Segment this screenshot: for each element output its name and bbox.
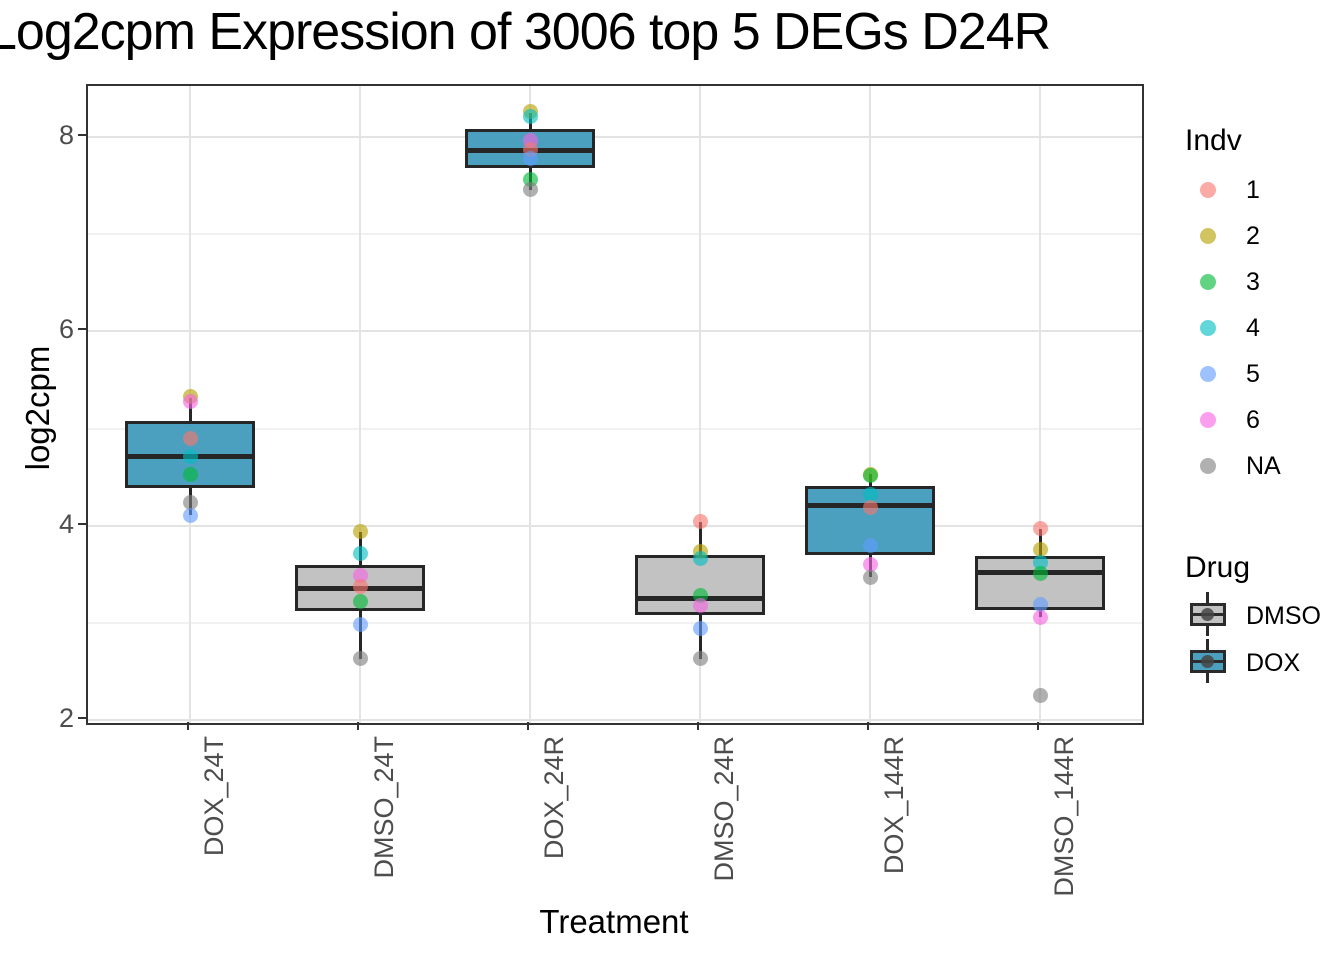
y-tick-label-4: 4 bbox=[58, 508, 74, 539]
x-tick-DOX_24T bbox=[187, 722, 189, 730]
legend-drug-label-DOX: DOX bbox=[1246, 649, 1301, 677]
jitter-point-DMSO_144R-indv2 bbox=[1032, 542, 1048, 558]
y-tick-4 bbox=[78, 522, 86, 525]
y-tick-label-6: 6 bbox=[58, 314, 74, 345]
jitter-point-DMSO_144R-indvNA bbox=[1032, 688, 1048, 704]
x-tick-DMSO_24R bbox=[697, 722, 699, 730]
jitter-point-DMSO_24R-indv1 bbox=[692, 514, 708, 530]
y-tick-6 bbox=[78, 328, 86, 331]
jitter-point-DOX_24T-indv4 bbox=[182, 449, 198, 465]
gridline-minor-y3 bbox=[88, 621, 1142, 624]
plot-title: Log2cpm Expression of 3006 top 5 DEGs D2… bbox=[0, 3, 1051, 61]
jitter-point-DMSO_144R-indv6 bbox=[1032, 609, 1048, 625]
gridline-minor-y7 bbox=[88, 233, 1142, 236]
legend-drug-title: Drug bbox=[1185, 551, 1251, 584]
jitter-point-DOX_24R-indv5 bbox=[522, 150, 538, 166]
legend-drug-key-DMSO bbox=[1188, 592, 1228, 636]
jitter-point-DMSO_24R-indv4 bbox=[692, 551, 708, 567]
jitter-point-DMSO_24T-indvNA bbox=[352, 651, 368, 667]
x-tick-DMSO_24T bbox=[357, 722, 359, 730]
legend-indv-label-3: 3 bbox=[1246, 268, 1260, 296]
legend-drug-key-DOX bbox=[1188, 639, 1228, 683]
legend-indv-label-1: 1 bbox=[1246, 176, 1260, 204]
jitter-point-DOX_24T-indvNA bbox=[182, 494, 198, 510]
legend-indv-swatch-5 bbox=[1200, 366, 1216, 382]
drug-key-dot bbox=[1201, 608, 1214, 621]
y-tick-8 bbox=[78, 134, 86, 137]
gridline-vert-DOX_144R bbox=[869, 86, 871, 723]
legend-indv-swatch-NA bbox=[1200, 458, 1216, 474]
x-tick-label-DMSO_24T: DMSO_24T bbox=[369, 736, 399, 879]
jitter-point-DMSO_144R-indv1 bbox=[1032, 521, 1048, 537]
legend-drug-label-DMSO: DMSO bbox=[1246, 602, 1321, 630]
legend-indv-label-NA: NA bbox=[1246, 452, 1281, 480]
gridline-major-y6 bbox=[88, 330, 1142, 333]
legend-indv-swatch-6 bbox=[1200, 412, 1216, 428]
jitter-point-DOX_144R-indv1 bbox=[862, 499, 878, 515]
y-tick-label-8: 8 bbox=[58, 120, 74, 151]
legend-indv-swatch-1 bbox=[1200, 182, 1216, 198]
x-axis-title: Treatment bbox=[539, 903, 689, 940]
jitter-point-DMSO_24T-indv6 bbox=[352, 567, 368, 583]
legend-indv-swatch-2 bbox=[1200, 228, 1216, 244]
x-tick-label-DMSO_144R: DMSO_144R bbox=[1049, 736, 1079, 897]
legend-indv-label-2: 2 bbox=[1246, 222, 1260, 250]
gridline-vert-DMSO_144R bbox=[1039, 86, 1041, 723]
x-tick-DOX_144R bbox=[867, 722, 869, 730]
legend-indv-label-6: 6 bbox=[1246, 406, 1260, 434]
y-axis-title: log2cpm bbox=[19, 345, 56, 471]
x-tick-DOX_24R bbox=[527, 722, 529, 730]
gridline-major-y8 bbox=[88, 136, 1142, 139]
jitter-point-DOX_24T-indv6 bbox=[182, 393, 198, 409]
jitter-point-DOX_144R-indv5 bbox=[862, 537, 878, 553]
y-tick-2 bbox=[78, 717, 86, 719]
jitter-point-DOX_24R-indvNA bbox=[522, 182, 538, 198]
jitter-point-DMSO_144R-indv3 bbox=[1032, 565, 1048, 581]
drug-key-dot bbox=[1201, 655, 1214, 668]
jitter-point-DMSO_24T-indv2 bbox=[352, 524, 368, 540]
gridline-minor-y5 bbox=[88, 427, 1142, 430]
legend-indv-swatch-4 bbox=[1200, 320, 1216, 336]
gridline-vert-DMSO_24T bbox=[359, 86, 361, 723]
gridline-major-y4 bbox=[88, 524, 1142, 527]
gridline-major-y2 bbox=[88, 719, 1142, 721]
jitter-point-DMSO_24T-indv4 bbox=[352, 546, 368, 562]
jitter-point-DMSO_24T-indv3 bbox=[352, 593, 368, 609]
x-tick-DMSO_144R bbox=[1037, 722, 1039, 730]
gridline-vert-DOX_24R bbox=[529, 86, 531, 723]
jitter-point-DMSO_24R-indvNA bbox=[692, 651, 708, 667]
gridline-vert-DMSO_24R bbox=[699, 86, 701, 723]
x-tick-label-DOX_24T: DOX_24T bbox=[199, 736, 229, 857]
jitter-point-DOX_24T-indv1 bbox=[182, 430, 198, 446]
legend-indv-label-4: 4 bbox=[1246, 314, 1260, 342]
legend-indv-swatch-3 bbox=[1200, 274, 1216, 290]
legend-indv-title: Indv bbox=[1185, 124, 1242, 157]
plot-panel bbox=[86, 84, 1144, 725]
jitter-point-DOX_144R-indv6 bbox=[862, 557, 878, 573]
jitter-point-DOX_144R-indv3 bbox=[862, 467, 878, 483]
legend-indv-label-5: 5 bbox=[1246, 360, 1260, 388]
jitter-point-DOX_24R-indv4 bbox=[522, 109, 538, 125]
y-tick-label-2: 2 bbox=[58, 703, 74, 733]
jitter-point-DOX_144R-indv4 bbox=[862, 487, 878, 503]
x-tick-label-DOX_144R: DOX_144R bbox=[879, 736, 909, 875]
jitter-point-DMSO_24T-indv1 bbox=[352, 579, 368, 595]
jitter-point-DOX_24T-indv3 bbox=[182, 466, 198, 482]
jitter-point-DMSO_24R-indv6 bbox=[692, 597, 708, 613]
jitter-point-DMSO_24T-indv5 bbox=[352, 617, 368, 633]
jitter-point-DMSO_144R-indv5 bbox=[1032, 596, 1048, 612]
jitter-point-DOX_24T-indv5 bbox=[182, 507, 198, 523]
jitter-point-DMSO_24R-indv5 bbox=[692, 621, 708, 637]
jitter-point-DOX_144R-indvNA bbox=[862, 569, 878, 585]
